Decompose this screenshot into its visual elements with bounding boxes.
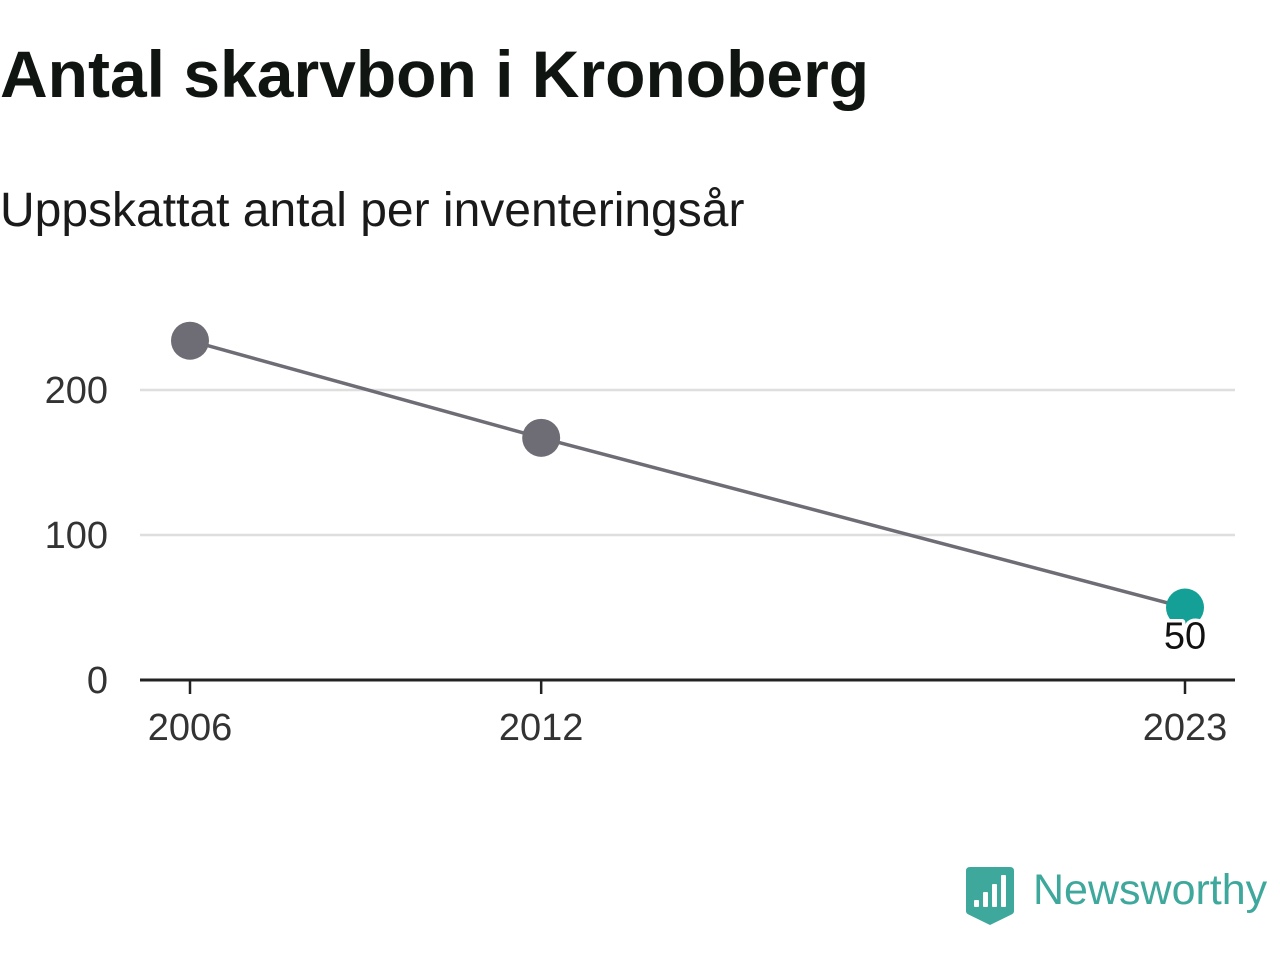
logo-text: Newsworthy bbox=[1033, 866, 1268, 914]
series-line bbox=[189, 339, 1186, 610]
y-tick-label: 100 bbox=[45, 515, 108, 557]
data-label: 50 bbox=[1164, 616, 1206, 658]
data-point-highlighted bbox=[1166, 588, 1204, 627]
newsworthy-logo-icon bbox=[966, 867, 1014, 925]
newsworthy-logo: Newsworthy bbox=[966, 865, 1267, 927]
x-tick-label: 2023 bbox=[1143, 707, 1228, 749]
data-point bbox=[522, 418, 561, 457]
y-tick-label: 0 bbox=[87, 660, 108, 702]
y-tick-label: 200 bbox=[45, 370, 108, 412]
data-point bbox=[171, 321, 209, 360]
chart-subtitle: Uppskattat antal per inventeringsår bbox=[0, 184, 745, 237]
x-tick-label: 2012 bbox=[499, 707, 584, 749]
chart-title: Antal skarvbon i Kronoberg bbox=[0, 37, 870, 111]
x-tick-label: 2006 bbox=[148, 707, 233, 749]
